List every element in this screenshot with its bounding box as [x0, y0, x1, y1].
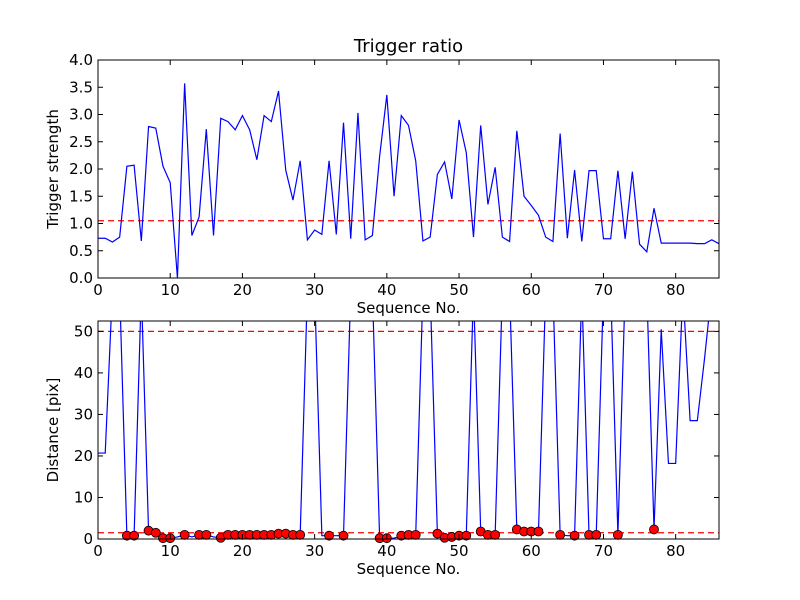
- y-tick-label: 0: [83, 530, 93, 548]
- data-point-28: [432, 528, 443, 539]
- data-point-39: [533, 526, 544, 537]
- series-line: [98, 83, 719, 278]
- x-tick-label: 40: [377, 542, 396, 560]
- data-point-8: [201, 529, 212, 540]
- chart-title: Trigger ratio: [353, 36, 463, 57]
- data-point-27: [410, 529, 421, 540]
- x-tick-label: 50: [449, 281, 468, 299]
- x-tick-label: 10: [161, 281, 180, 299]
- y-tick-label: 0.0: [69, 269, 93, 287]
- y-tick-label: 40: [74, 364, 93, 382]
- data-point-45: [649, 524, 659, 535]
- y-tick-label: 1.0: [69, 215, 93, 233]
- x-tick-label: 80: [666, 542, 685, 560]
- trigger-ratio-panel: 0 10 20 30 40 50 60 70 80 0.0 0.5 1.0 1.5 2.0 2.5 3.0 3.…: [44, 36, 720, 317]
- data-point-41: [569, 530, 580, 541]
- data-point-35: [490, 529, 501, 540]
- y-tick-label: 50: [74, 322, 93, 340]
- y-tick-label: 0.5: [69, 242, 93, 260]
- y-tick-label: 2.0: [69, 160, 93, 178]
- y-tick-label: 10: [74, 488, 93, 506]
- y-tick-label: 4.0: [69, 51, 93, 69]
- data-point-3: [150, 527, 161, 538]
- data-point-40: [555, 529, 566, 540]
- data-point-20: [295, 529, 306, 540]
- x-tick-label: 70: [594, 542, 613, 560]
- x-tick-label: 10: [161, 542, 180, 560]
- x-tick-label: 80: [666, 281, 685, 299]
- x-axis-label: Sequence No.: [357, 299, 461, 317]
- y-tick-label: 20: [74, 447, 93, 465]
- x-tick-label: 60: [522, 281, 541, 299]
- y-axis-label: Distance [pix]: [44, 378, 62, 483]
- x-tick-label: 20: [233, 542, 252, 560]
- data-point-22: [338, 530, 349, 541]
- x-tick-label: 30: [305, 281, 324, 299]
- y-tick-label: 3.0: [69, 106, 93, 124]
- x-tick-label: 50: [449, 542, 468, 560]
- x-tick-label: 0: [93, 281, 103, 299]
- y-tick-label: 2.5: [69, 133, 93, 151]
- data-point-32: [461, 530, 472, 541]
- x-axis-label: Sequence No.: [357, 560, 461, 578]
- x-tick-label: 20: [233, 281, 252, 299]
- data-point-21: [324, 530, 334, 541]
- x-tick-label: 70: [594, 281, 613, 299]
- data-point-6: [179, 529, 190, 540]
- x-tick-label: 0: [93, 542, 103, 560]
- axes-frame: [97, 320, 720, 540]
- data-point-1: [129, 530, 140, 541]
- data-point-43: [591, 529, 602, 540]
- y-tick-label: 3.5: [69, 78, 93, 96]
- data-point-44: [613, 529, 623, 540]
- x-tick-label: 30: [305, 542, 324, 560]
- x-tick-label: 60: [522, 542, 541, 560]
- y-tick-label: 30: [74, 405, 93, 423]
- y-tick-label: 1.5: [69, 187, 93, 205]
- y-axis-label: Trigger strength: [44, 109, 62, 230]
- x-tick-label: 40: [377, 281, 396, 299]
